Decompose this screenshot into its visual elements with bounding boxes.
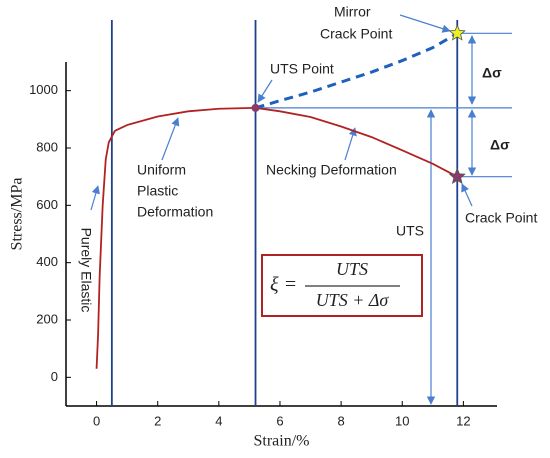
- formula-denominator: UTS + Δσ: [316, 290, 390, 310]
- x-tick-label: 8: [337, 413, 344, 428]
- y-tick-label: 1000: [29, 82, 58, 97]
- annotation: Crack Point: [465, 210, 537, 226]
- annotation: Uniform: [137, 162, 186, 178]
- x-tick-label: 4: [215, 413, 222, 428]
- annotation: Δσ: [482, 65, 502, 81]
- arrow: [461, 183, 473, 207]
- arrow: [161, 117, 180, 161]
- x-tick-label: 2: [154, 413, 161, 428]
- series-line: [255, 32, 459, 110]
- annotation: Necking Deformation: [266, 162, 397, 178]
- y-axis-label: Stress/MPa: [9, 178, 26, 251]
- arrow: [90, 185, 100, 211]
- annotation: Mirror: [334, 4, 371, 20]
- formula-lhs: ξ =: [270, 274, 297, 296]
- x-tick-label: 6: [276, 413, 283, 428]
- x-tick-label: 12: [456, 413, 470, 428]
- point-marker: [448, 167, 466, 184]
- annotation: UTS Point: [270, 61, 334, 77]
- annotation: UTS: [396, 223, 424, 239]
- y-tick-label: 0: [51, 369, 58, 384]
- arrow: [344, 127, 357, 161]
- point-marker: [448, 24, 466, 41]
- annotation: Plastic: [137, 183, 178, 199]
- annotation: Deformation: [137, 204, 213, 220]
- annotation: Purely Elastic: [78, 228, 94, 313]
- x-axis-label: Strain/%: [254, 433, 310, 450]
- arrows: [90, 14, 477, 405]
- annotation: Δσ: [490, 137, 510, 153]
- y-tick-label: 400: [36, 254, 58, 269]
- y-tick-label: 800: [36, 139, 58, 154]
- annotation: Crack Point: [320, 26, 392, 42]
- point-marker: [251, 103, 260, 112]
- x-tick-label: 10: [395, 413, 409, 428]
- y-tick-label: 600: [36, 197, 58, 212]
- formula-numerator: UTS: [336, 259, 368, 279]
- x-tick-label: 0: [93, 413, 100, 428]
- series-line: [95, 106, 458, 369]
- y-tick-label: 200: [36, 311, 58, 326]
- arrow: [257, 79, 273, 103]
- arrow: [399, 14, 451, 33]
